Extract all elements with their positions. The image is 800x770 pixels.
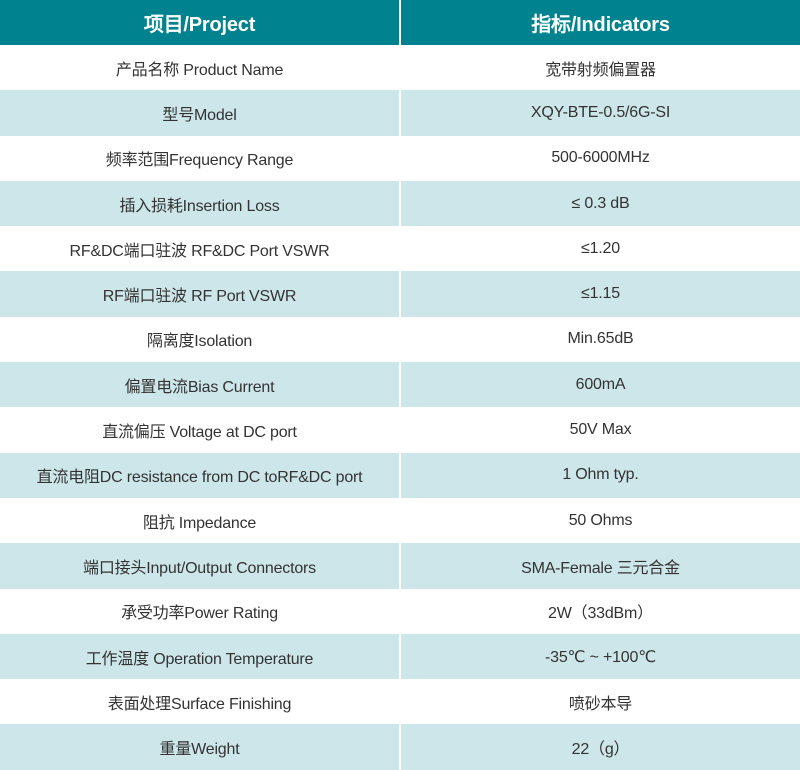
table-row: RF&DC端口驻波 RF&DC Port VSWR ≤1.20 — [0, 226, 800, 272]
header-indicators: 指标/Indicators — [400, 0, 800, 45]
spec-value-cell: Min.65dB — [400, 316, 800, 363]
header-project: 项目/Project — [0, 0, 401, 45]
spec-value-cell: 宽带射频偏置器 — [400, 45, 800, 91]
spec-item-cell: 表面处理Surface Finishing — [0, 679, 401, 725]
spec-item-cell: 阻抗 Impedance — [0, 497, 401, 544]
table-row: 端口接头Input/Output Connectors SMA-Female 三元… — [0, 543, 800, 589]
spec-item-cell: 插入损耗Insertion Loss — [0, 180, 401, 227]
spec-value-cell: 50V Max — [400, 407, 800, 453]
table-row: 隔离度Isolation Min.65dB — [0, 316, 800, 363]
spec-item-cell: 工作温度 Operation Temperature — [0, 633, 401, 680]
table-row: 直流偏压 Voltage at DC port 50V Max — [0, 407, 800, 453]
spec-value-cell: 500-6000MHz — [400, 135, 800, 181]
spec-item-cell: 隔离度Isolation — [0, 316, 401, 363]
spec-item-cell: 频率范围Frequency Range — [0, 135, 401, 181]
spec-value-cell: 600mA — [400, 362, 800, 408]
spec-value-cell: SMA-Female 三元合金 — [400, 543, 800, 589]
spec-item-cell: 承受功率Power Rating — [0, 588, 401, 634]
spec-value-cell: -35℃ ~ +100℃ — [400, 633, 800, 680]
spec-item-cell: RF端口驻波 RF Port VSWR — [0, 271, 401, 317]
spec-value-cell: 50 Ohms — [400, 497, 800, 544]
table-row: 表面处理Surface Finishing 喷砂本导 — [0, 679, 800, 725]
table-row: 重量Weight 22（g） — [0, 724, 800, 770]
spec-value-cell: 22（g） — [400, 724, 800, 770]
spec-value-cell: 2W（33dBm） — [400, 588, 800, 634]
spec-value-cell: XQY-BTE-0.5/6G-SI — [400, 90, 800, 136]
spec-value-cell: 喷砂本导 — [400, 679, 800, 725]
table-row: 插入损耗Insertion Loss ≤ 0.3 dB — [0, 180, 800, 227]
spec-item-cell: 端口接头Input/Output Connectors — [0, 543, 401, 589]
table-row: 频率范围Frequency Range 500-6000MHz — [0, 135, 800, 181]
spec-value-cell: ≤1.20 — [400, 226, 800, 272]
spec-item-cell: 产品名称 Product Name — [0, 45, 401, 91]
spec-value-cell: 1 Ohm typ. — [400, 452, 800, 498]
table-row: 阻抗 Impedance 50 Ohms — [0, 497, 800, 544]
spec-item-cell: 直流电阻DC resistance from DC toRF&DC port — [0, 452, 401, 498]
table-row: 承受功率Power Rating 2W（33dBm） — [0, 588, 800, 634]
table-row: 偏置电流Bias Current 600mA — [0, 362, 800, 408]
table-row: 工作温度 Operation Temperature -35℃ ~ +100℃ — [0, 633, 800, 680]
spec-item-cell: RF&DC端口驻波 RF&DC Port VSWR — [0, 226, 401, 272]
table-row: RF端口驻波 RF Port VSWR ≤1.15 — [0, 271, 800, 317]
table-row: 直流电阻DC resistance from DC toRF&DC port 1 … — [0, 452, 800, 498]
spec-value-cell: ≤ 0.3 dB — [400, 180, 800, 227]
spec-item-cell: 重量Weight — [0, 724, 401, 770]
table-row: 型号Model XQY-BTE-0.5/6G-SI — [0, 90, 800, 136]
spec-item-cell: 偏置电流Bias Current — [0, 362, 401, 408]
table-header-row: 项目/Project 指标/Indicators — [0, 0, 800, 45]
spec-item-cell: 直流偏压 Voltage at DC port — [0, 407, 401, 453]
spec-item-cell: 型号Model — [0, 90, 401, 136]
spec-value-cell: ≤1.15 — [400, 271, 800, 317]
table-row: 产品名称 Product Name 宽带射频偏置器 — [0, 45, 800, 91]
